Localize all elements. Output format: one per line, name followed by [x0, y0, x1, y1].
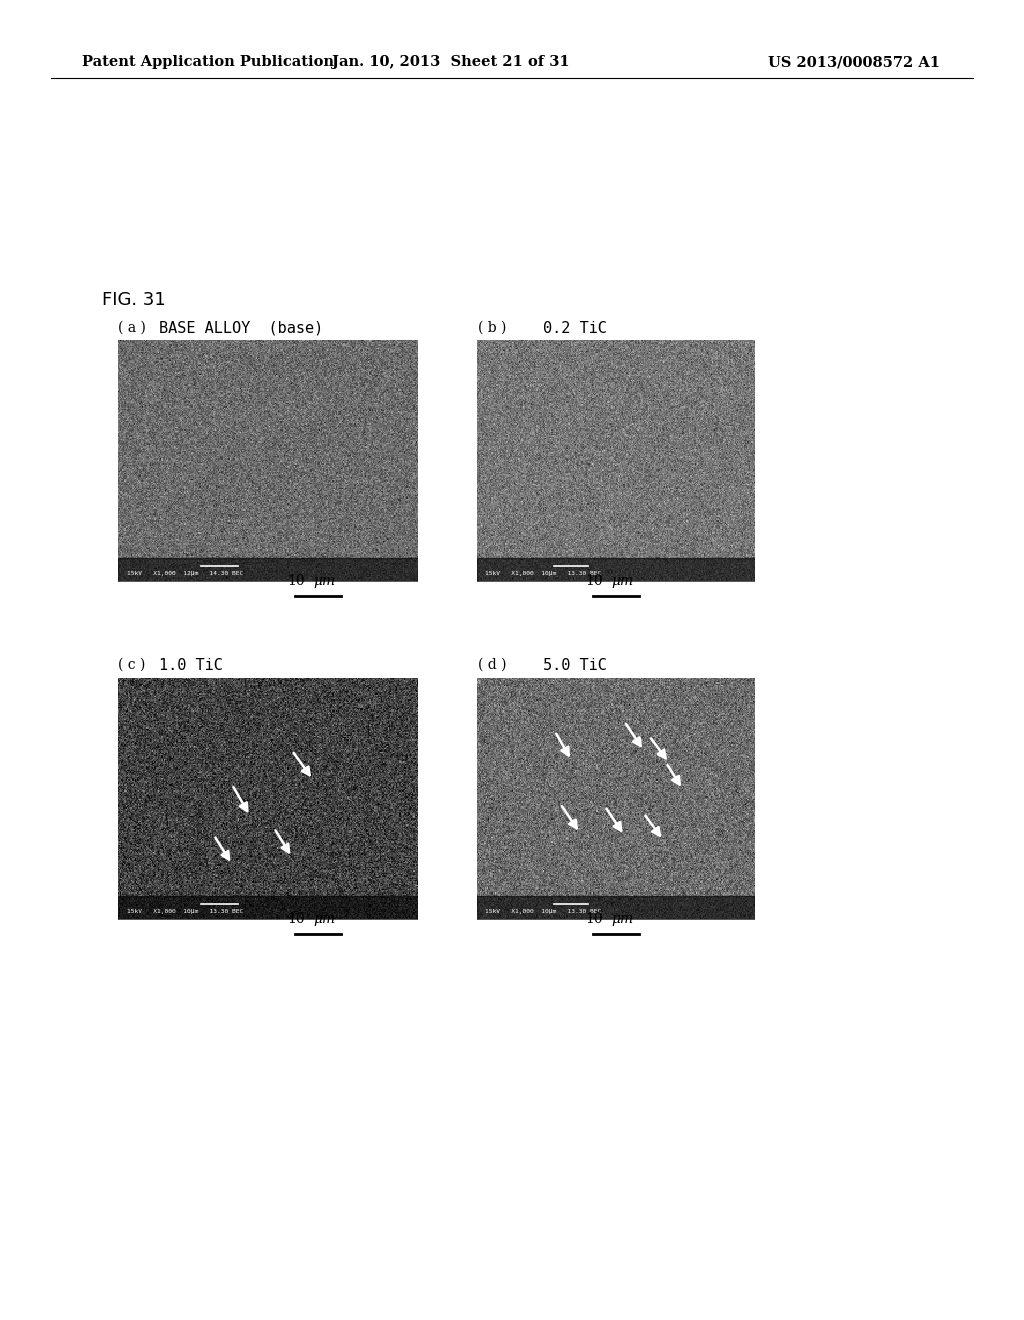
Text: μm: μm: [611, 574, 633, 589]
Text: US 2013/0008572 A1: US 2013/0008572 A1: [768, 55, 940, 69]
Bar: [477, 896, 755, 920]
Text: 1.0 TiC: 1.0 TiC: [159, 657, 222, 672]
Text: μm: μm: [611, 912, 633, 927]
Text: μm: μm: [313, 574, 335, 589]
Text: ( c ): ( c ): [118, 657, 145, 672]
Text: Patent Application Publication: Patent Application Publication: [82, 55, 334, 69]
Text: 15kV   X1,000  10μm   13.30 BEC: 15kV X1,000 10μm 13.30 BEC: [485, 572, 601, 576]
Text: ( a ): ( a ): [118, 321, 145, 335]
Text: 10: 10: [586, 574, 603, 589]
Text: BASE ALLOY  (base): BASE ALLOY (base): [159, 321, 323, 335]
Text: Jan. 10, 2013  Sheet 21 of 31: Jan. 10, 2013 Sheet 21 of 31: [332, 55, 569, 69]
Text: μm: μm: [313, 912, 335, 927]
Text: 15kV   X1,000  10μm   13.30 BEC: 15kV X1,000 10μm 13.30 BEC: [485, 909, 601, 913]
Text: 5.0 TiC: 5.0 TiC: [543, 657, 606, 672]
Text: FIG. 31: FIG. 31: [102, 290, 166, 309]
Text: 0.2 TiC: 0.2 TiC: [543, 321, 606, 335]
Bar: [477, 558, 755, 582]
Text: 10: 10: [586, 912, 603, 927]
Text: 10: 10: [288, 912, 305, 927]
Text: 15kV   X1,000  10μm   13.30 BEC: 15kV X1,000 10μm 13.30 BEC: [127, 909, 244, 913]
Bar: [118, 558, 418, 582]
Text: 15kV   X1,000  12μm   14.30 BEC: 15kV X1,000 12μm 14.30 BEC: [127, 572, 244, 576]
Bar: [118, 896, 418, 920]
Text: 10: 10: [288, 574, 305, 589]
Text: ( b ): ( b ): [478, 321, 507, 335]
Text: ( d ): ( d ): [478, 657, 507, 672]
